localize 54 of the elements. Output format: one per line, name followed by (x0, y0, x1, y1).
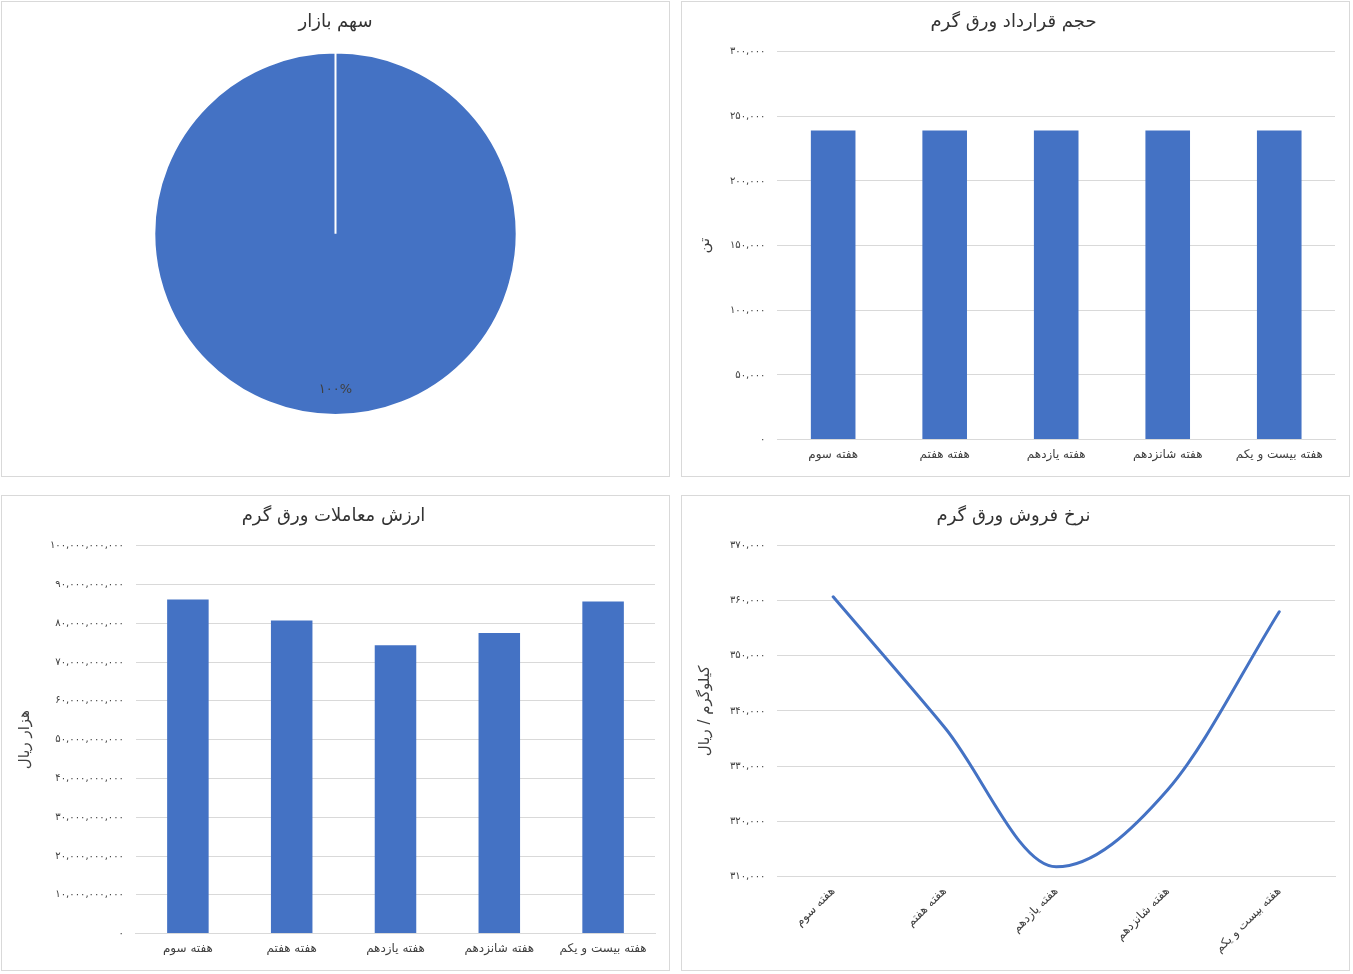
y-tick-label: ۵۰,۰۰۰ (735, 368, 766, 380)
x-tick-label: هفته شانزدهم (464, 940, 535, 956)
y-tick-label: ۳۵۰,۰۰۰ (730, 649, 766, 661)
y-axis-title: هزار ریال (14, 709, 33, 770)
chart-title: حجم قرارداد ورق گرم (930, 10, 1097, 33)
y-tick-label: ۳۰۰,۰۰۰ (730, 45, 766, 57)
y-tick-label: ۷۰,۰۰۰,۰۰۰,۰۰۰ (55, 655, 124, 667)
chart-title: ارزش معاملات ورق گرم (241, 504, 426, 527)
x-tick-label: هفته سوم (808, 446, 859, 462)
y-tick-label: ۱۵۰,۰۰۰ (730, 239, 766, 251)
x-tick-label: هفته هفتم (903, 883, 950, 930)
y-tick-label: ۲۵۰,۰۰۰ (730, 109, 766, 121)
y-tick-label: ۹۰,۰۰۰,۰۰۰,۰۰۰ (55, 577, 124, 589)
y-tick-label: ۳۴۰,۰۰۰ (730, 704, 766, 716)
y-tick-label: ۲۰,۰۰۰,۰۰۰,۰۰۰ (55, 849, 124, 861)
x-tick-label: هفته بیست و یکم (1235, 446, 1323, 462)
y-tick-label: ۶۰,۰۰۰,۰۰۰,۰۰۰ (55, 694, 124, 706)
x-tick-label: هفته سوم (162, 940, 213, 956)
y-tick-label: ۱۰۰,۰۰۰ (730, 303, 766, 315)
y-tick-label: ۳۰,۰۰۰,۰۰۰,۰۰۰ (55, 810, 124, 822)
y-axis-title: تن (694, 237, 713, 254)
x-tick-label: هفته بیست و یکم (1212, 883, 1285, 956)
y-tick-label: ۰ (118, 927, 124, 939)
x-tick-label: هفته یازدهم (1026, 446, 1086, 462)
y-tick-label: ۸۰,۰۰۰,۰۰۰,۰۰۰ (55, 616, 124, 628)
bar (270, 620, 313, 934)
y-tick-label: ۰ (760, 433, 766, 445)
y-tick-label: ۳۱۰,۰۰۰ (730, 869, 766, 881)
x-tick-label: هفته هفتم (266, 940, 317, 955)
x-tick-label: هفته شانزدهم (1112, 883, 1173, 944)
x-tick-label: هفته سوم (792, 883, 839, 930)
x-tick-label: هفته یازدهم (366, 940, 425, 956)
x-tick-label: هفته بیست و یکم (559, 940, 647, 956)
y-axis-title: کیلوگرم / ریال (694, 664, 713, 757)
bar (478, 632, 521, 934)
bar (167, 599, 209, 934)
x-tick-label: هفته یازدهم (1009, 883, 1062, 936)
y-tick-label: ۳۷۰,۰۰۰ (730, 539, 766, 551)
x-tick-label: هفته هفتم (919, 446, 970, 461)
bar (582, 601, 624, 934)
y-tick-label: ۱۰,۰۰۰,۰۰۰,۰۰۰ (55, 888, 124, 900)
bar (374, 645, 417, 934)
chart-title: سهم بازار (297, 10, 373, 33)
x-tick-label: هفته شانزدهم (1132, 446, 1203, 462)
line-series (831, 595, 1281, 869)
y-tick-label: ۳۲۰,۰۰۰ (730, 814, 766, 826)
y-tick-label: ۱۰۰,۰۰۰,۰۰۰,۰۰۰ (49, 539, 124, 551)
chart-title: نرخ فروش ورق گرم (936, 504, 1091, 527)
y-tick-label: ۴۰,۰۰۰,۰۰۰,۰۰۰ (55, 771, 124, 783)
y-tick-label: ۲۰۰,۰۰۰ (730, 174, 766, 186)
y-tick-label: ۳۶۰,۰۰۰ (730, 594, 766, 606)
y-tick-label: ۳۳۰,۰۰۰ (730, 759, 766, 771)
y-tick-label: ۵۰,۰۰۰,۰۰۰,۰۰۰ (55, 733, 124, 745)
data-label: ۱۰۰% (318, 381, 353, 397)
